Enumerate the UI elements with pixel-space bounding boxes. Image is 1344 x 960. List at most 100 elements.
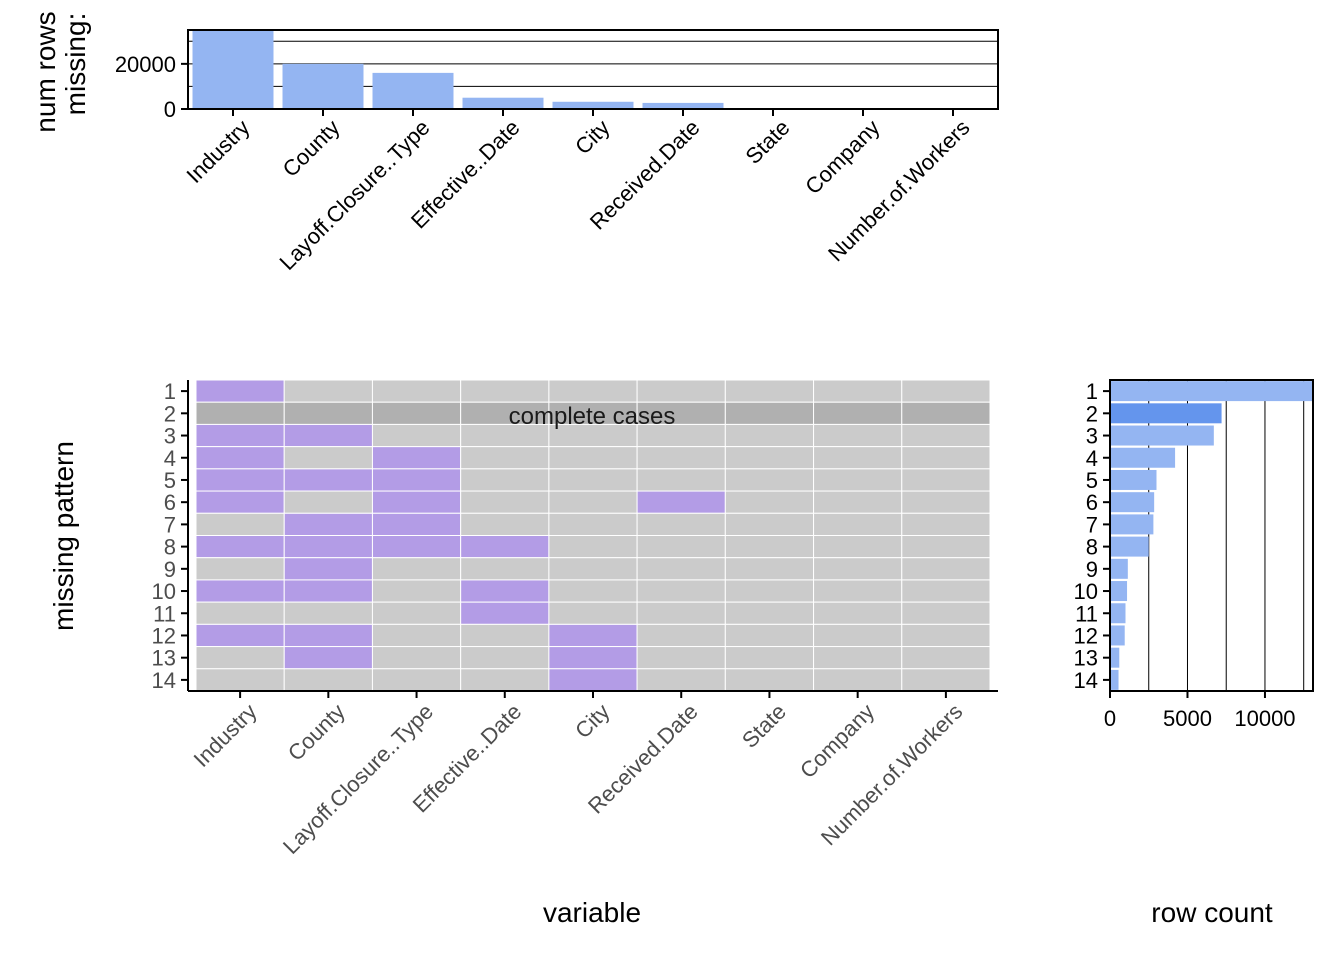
cell-p7-Industry bbox=[195, 512, 285, 536]
cell-p5-State bbox=[724, 468, 815, 492]
right-ytick-label-0: 1 bbox=[1086, 379, 1098, 404]
cell-p6-Received.Date bbox=[636, 490, 726, 514]
cell-p2-State bbox=[724, 401, 815, 425]
cell-p7-City bbox=[548, 512, 638, 536]
heat-ytick-label-7: 8 bbox=[164, 535, 176, 560]
cell-p3-Number.of.Workers bbox=[901, 423, 991, 448]
cell-p13-County bbox=[283, 646, 373, 670]
cell-p14-Number.of.Workers bbox=[901, 668, 991, 692]
cell-p4-Number.of.Workers bbox=[901, 446, 991, 470]
heat-xlabel: variable bbox=[543, 897, 641, 928]
cell-p4-State bbox=[724, 446, 815, 470]
top-xtick-label-7: Company bbox=[800, 115, 884, 199]
cell-p1-County bbox=[283, 379, 373, 403]
top-ytick-label-0: 0 bbox=[164, 97, 176, 122]
right-ytick-label-1: 2 bbox=[1086, 401, 1098, 426]
top-xtick-label-6: State bbox=[741, 115, 795, 169]
cell-p11-Layoff.Closure..Type bbox=[371, 601, 462, 625]
top-xtick-label-4: City bbox=[570, 115, 614, 159]
cell-p12-Effective..Date bbox=[460, 623, 550, 648]
cell-p8-Number.of.Workers bbox=[901, 535, 991, 559]
cell-p8-Industry bbox=[195, 535, 285, 559]
top-bar-City bbox=[552, 101, 634, 109]
cell-p8-City bbox=[548, 535, 638, 559]
top-xtick-label-2: Layoff.Closure..Type bbox=[274, 115, 434, 275]
cell-p4-Company bbox=[813, 446, 903, 470]
right-ytick-label-11: 12 bbox=[1074, 623, 1098, 648]
cell-p12-State bbox=[724, 623, 815, 648]
heat-ytick-label-8: 9 bbox=[164, 557, 176, 582]
row-count-bar-8 bbox=[1110, 536, 1149, 557]
cell-p2-Industry bbox=[195, 401, 285, 425]
missing-counts-panel: 0 20000 Industry CountyLayoff.Closure..Typ… bbox=[30, 11, 999, 275]
top-bar-Industry bbox=[192, 30, 274, 109]
right-ytick-label-2: 3 bbox=[1086, 424, 1098, 449]
cell-p6-Layoff.Closure..Type bbox=[371, 490, 462, 514]
cell-p11-State bbox=[724, 601, 815, 625]
cell-p4-Industry bbox=[195, 446, 285, 470]
cell-p5-City bbox=[548, 468, 638, 492]
cell-p9-Company bbox=[813, 557, 903, 581]
cell-p11-Number.of.Workers bbox=[901, 601, 991, 625]
right-ytick-label-12: 13 bbox=[1074, 646, 1098, 671]
cell-p2-County bbox=[283, 401, 373, 425]
cell-p10-Received.Date bbox=[636, 579, 726, 603]
right-ytick-label-3: 4 bbox=[1086, 446, 1098, 471]
cell-p3-Company bbox=[813, 423, 903, 448]
heat-ytick-label-0: 1 bbox=[164, 379, 176, 404]
cell-p6-Number.of.Workers bbox=[901, 490, 991, 514]
cell-p6-City bbox=[548, 490, 638, 514]
cell-p10-Number.of.Workers bbox=[901, 579, 991, 603]
cell-p13-Layoff.Closure..Type bbox=[371, 646, 462, 670]
cell-p9-Received.Date bbox=[636, 557, 726, 581]
right-panel-border bbox=[1109, 379, 1314, 692]
cell-p9-Industry bbox=[195, 557, 285, 581]
cell-p7-Effective..Date bbox=[460, 512, 550, 536]
heat-ylabel: missing pattern bbox=[48, 441, 79, 631]
row-count-bar-4 bbox=[1110, 447, 1176, 468]
cell-p12-Industry bbox=[195, 623, 285, 648]
cell-p1-Received.Date bbox=[636, 379, 726, 403]
cell-p13-Industry bbox=[195, 646, 285, 670]
cell-p11-Industry bbox=[195, 601, 285, 625]
cell-p4-Layoff.Closure..Type bbox=[371, 446, 462, 470]
row-count-bar-6 bbox=[1110, 492, 1155, 513]
heat-ytick-label-6: 7 bbox=[164, 512, 176, 537]
cell-p2-Layoff.Closure..Type bbox=[371, 401, 462, 425]
heat-xtick-label-0: Industry bbox=[189, 699, 262, 772]
cell-p14-State bbox=[724, 668, 815, 692]
right-xtick-label-0: 0 bbox=[1104, 706, 1116, 731]
cell-p12-Received.Date bbox=[636, 623, 726, 648]
cell-p13-State bbox=[724, 646, 815, 670]
cell-p5-Number.of.Workers bbox=[901, 468, 991, 492]
cell-p2-Company bbox=[813, 401, 903, 425]
cell-p11-Received.Date bbox=[636, 601, 726, 625]
right-ytick-label-10: 11 bbox=[1075, 601, 1098, 626]
cell-p13-Company bbox=[813, 646, 903, 670]
right-ytick-label-8: 9 bbox=[1086, 557, 1098, 582]
cell-p14-County bbox=[283, 668, 373, 692]
cell-p9-Effective..Date bbox=[460, 557, 550, 581]
heat-xtick-label-7: Company bbox=[795, 699, 879, 783]
heat-ytick-label-4: 5 bbox=[164, 468, 176, 493]
cell-p14-Effective..Date bbox=[460, 668, 550, 692]
cell-p11-Company bbox=[813, 601, 903, 625]
cell-p6-County bbox=[283, 490, 373, 514]
heat-ytick-label-3: 4 bbox=[164, 446, 176, 471]
heat-ytick-label-11: 12 bbox=[152, 623, 176, 648]
heat-xtick-label-4: City bbox=[570, 699, 614, 743]
cell-p5-Company bbox=[813, 468, 903, 492]
row-count-bar-5 bbox=[1110, 469, 1157, 490]
top-bar-Effective..Date bbox=[462, 97, 544, 109]
cell-p13-City bbox=[548, 646, 638, 670]
cell-p7-Layoff.Closure..Type bbox=[371, 512, 462, 536]
cell-p3-County bbox=[283, 423, 373, 448]
cell-p6-Company bbox=[813, 490, 903, 514]
cell-p14-Received.Date bbox=[636, 668, 726, 692]
cell-p11-County bbox=[283, 601, 373, 625]
cell-p8-County bbox=[283, 535, 373, 559]
cell-p12-Company bbox=[813, 623, 903, 648]
cell-p9-Layoff.Closure..Type bbox=[371, 557, 462, 581]
